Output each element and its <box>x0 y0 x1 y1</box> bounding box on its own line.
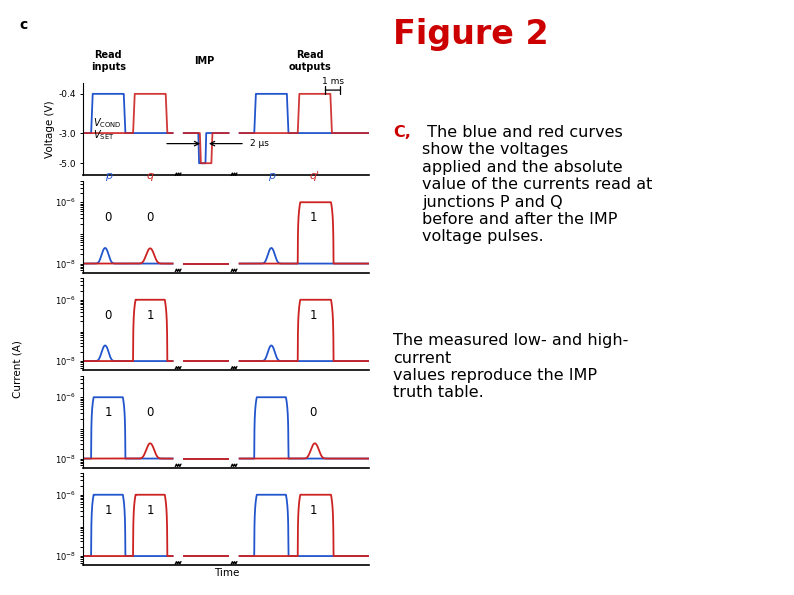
Text: 1: 1 <box>105 503 112 516</box>
Text: Current (A): Current (A) <box>13 340 22 398</box>
Text: Read
outputs: Read outputs <box>289 51 332 72</box>
Text: 1: 1 <box>146 503 154 516</box>
Text: 1: 1 <box>105 406 112 419</box>
Text: c: c <box>20 18 28 32</box>
Y-axis label: Voltage (V): Voltage (V) <box>45 101 56 158</box>
Text: 0: 0 <box>310 406 317 419</box>
Text: Read
inputs: Read inputs <box>91 51 125 72</box>
Text: 2 μs: 2 μs <box>249 139 268 148</box>
Text: 1: 1 <box>310 309 317 321</box>
Text: $V_\mathrm{COND}$: $V_\mathrm{COND}$ <box>93 116 121 130</box>
Text: 1: 1 <box>310 503 317 516</box>
Text: q': q' <box>310 171 320 181</box>
X-axis label: Time: Time <box>214 568 239 578</box>
Text: C,: C, <box>393 125 411 140</box>
Text: The measured low- and high-
current
values reproduce the IMP
truth table.: The measured low- and high- current valu… <box>393 333 628 400</box>
Text: 1 ms: 1 ms <box>322 77 344 86</box>
Text: q: q <box>147 171 154 181</box>
Text: p: p <box>105 171 112 181</box>
Text: IMP: IMP <box>195 57 214 66</box>
Text: The blue and red curves
show the voltages
applied and the absolute
value of the : The blue and red curves show the voltage… <box>422 125 653 245</box>
Text: 0: 0 <box>146 406 154 419</box>
Text: $V_\mathrm{SET}$: $V_\mathrm{SET}$ <box>93 129 114 142</box>
Text: 1: 1 <box>310 211 317 224</box>
Text: p: p <box>268 171 275 181</box>
Text: Figure 2: Figure 2 <box>393 18 549 51</box>
Text: 0: 0 <box>105 309 112 321</box>
Text: 0: 0 <box>105 211 112 224</box>
Text: 0: 0 <box>146 211 154 224</box>
Text: 1: 1 <box>146 309 154 321</box>
